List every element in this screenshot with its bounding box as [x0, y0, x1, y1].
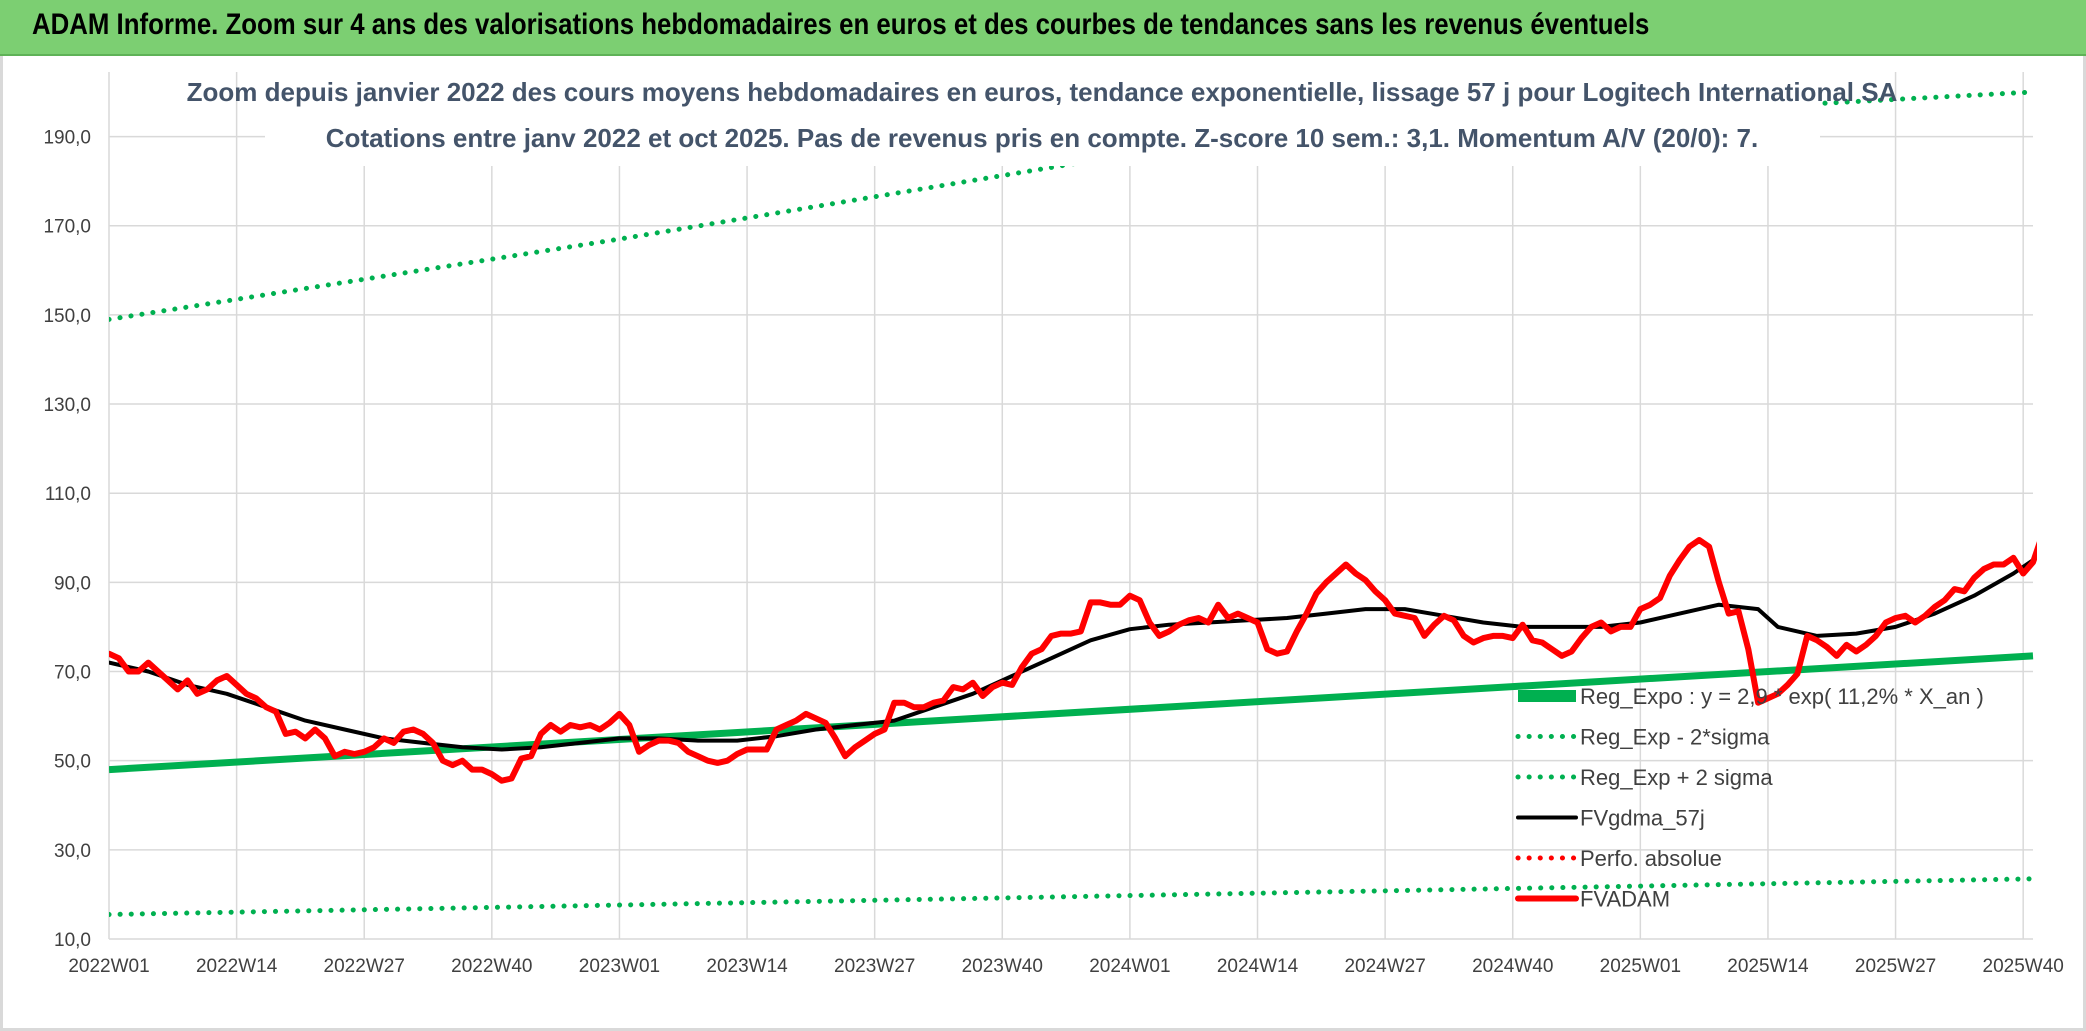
- x-tick-label: 2022W27: [324, 956, 405, 977]
- y-tick-label: 130,0: [43, 395, 91, 416]
- chart-series: [109, 89, 2037, 917]
- x-tick-label: 2023W40: [962, 956, 1043, 977]
- y-tick-label: 110,0: [45, 484, 91, 505]
- x-tick-label: 2025W14: [1727, 956, 1809, 977]
- title-background: [265, 62, 1820, 166]
- legend-label-5: FVADAM: [1580, 887, 1670, 912]
- series-line-3: [109, 558, 2035, 752]
- legend-label-2: Reg_Exp + 2 sigma: [1580, 765, 1773, 790]
- y-tick-label: 30,0: [54, 841, 91, 862]
- chart-title-block: Zoom depuis janvier 2022 des cours moyen…: [187, 62, 1898, 166]
- line-chart: Zoom depuis janvier 2022 des cours moyen…: [43, 62, 2064, 977]
- legend-label-1: Reg_Exp - 2*sigma: [1580, 725, 1770, 750]
- y-tick-label: 70,0: [54, 663, 91, 684]
- x-tick-label: 2024W27: [1344, 956, 1425, 977]
- y-axis-ticks: 10,0 30,0 50,0 70,0 90,0 110,0 130,0 150,0 170,0…: [43, 128, 91, 951]
- x-tick-label: 2023W27: [834, 956, 915, 977]
- legend-label-4: Perfo. absolue: [1580, 846, 1722, 871]
- x-tick-label: 2022W40: [451, 956, 532, 977]
- chart-frame: Zoom depuis janvier 2022 des cours moyen…: [0, 56, 2086, 1031]
- chart-title: Zoom depuis janvier 2022 des cours moyen…: [187, 77, 1898, 107]
- y-tick-label: 50,0: [54, 752, 91, 773]
- x-tick-label: 2025W27: [1855, 956, 1936, 977]
- series-line-1: [109, 876, 2036, 917]
- x-tick-label: 2022W01: [68, 956, 149, 977]
- legend-label-0: Reg_Expo : y = 2,9 * exp( 11,2% * X_an ): [1580, 684, 1984, 709]
- report-banner: ADAM Informe. Zoom sur 4 ans des valoris…: [0, 0, 2086, 56]
- x-tick-label: 2024W40: [1472, 956, 1553, 977]
- x-tick-label: 2024W01: [1089, 956, 1170, 977]
- x-tick-label: 2025W01: [1600, 956, 1681, 977]
- x-tick-label: 2024W14: [1217, 956, 1299, 977]
- x-tick-label: 2023W14: [706, 956, 788, 977]
- chart-legend: Reg_Expo : y = 2,9 * exp( 11,2% * X_an )…: [1515, 684, 1984, 912]
- x-axis-ticks: 2022W01 2022W14 2022W27 2022W40 2023W01 2023W…: [68, 956, 2064, 977]
- y-tick-label: 170,0: [43, 217, 91, 238]
- y-tick-label: 10,0: [54, 930, 91, 951]
- chart-subtitle: Cotations entre janv 2022 et oct 2025. P…: [326, 123, 1758, 153]
- legend-label-3: FVgdma_57j: [1580, 806, 1705, 831]
- y-tick-label: 150,0: [43, 306, 91, 327]
- banner-title: ADAM Informe. Zoom sur 4 ans des valoris…: [32, 8, 1650, 41]
- y-tick-label: 90,0: [54, 573, 91, 594]
- y-tick-label: 190,0: [43, 128, 91, 149]
- chart-grid: [108, 72, 2033, 940]
- x-tick-label: 2023W01: [579, 956, 660, 977]
- series-line-5: [109, 537, 2037, 784]
- series-line-0: [109, 652, 2034, 774]
- x-tick-label: 2022W14: [196, 956, 278, 977]
- x-tick-label: 2025W40: [1983, 956, 2064, 977]
